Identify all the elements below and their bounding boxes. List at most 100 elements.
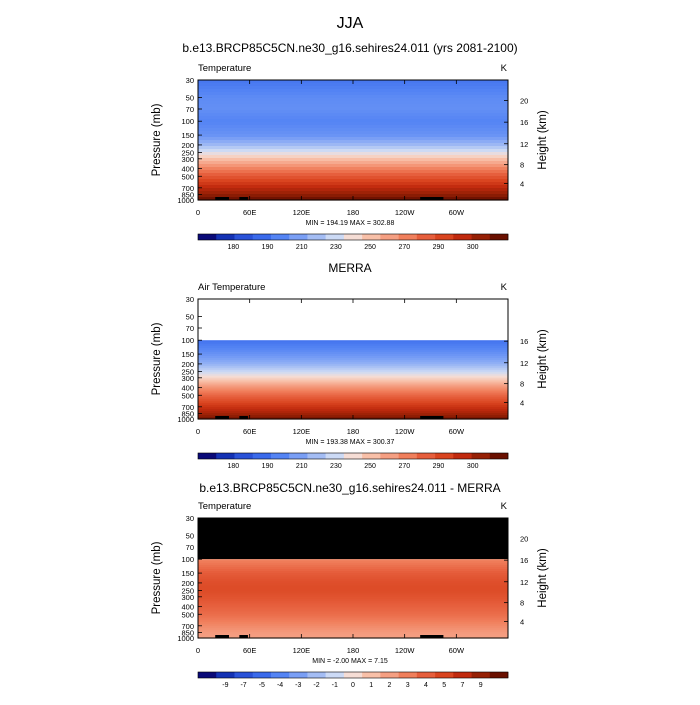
contour-band: [198, 346, 508, 349]
contour-band: [198, 598, 508, 602]
contour-band: [198, 122, 508, 126]
colorbar-swatch: [398, 453, 418, 459]
contour-band: [198, 137, 508, 141]
colorbar-label: 230: [330, 244, 342, 251]
colorbar-label: 1: [369, 682, 373, 689]
y-tick-label: 850: [181, 409, 194, 418]
contour-band: [198, 131, 508, 135]
y-axis-label: Pressure (mb): [151, 103, 163, 176]
y-tick-label: 100: [181, 117, 194, 126]
colorbar-swatch: [252, 453, 272, 459]
contour-band: [198, 344, 508, 347]
contour-band: [198, 110, 508, 114]
colorbar-label: 190: [262, 244, 274, 251]
masked-region: [198, 518, 508, 560]
x-tick-label: 180: [347, 427, 360, 436]
y-tick-label: 400: [181, 165, 194, 174]
x-tick-label: 120W: [395, 208, 416, 217]
colorbar-label: 3: [406, 682, 410, 689]
colorbar-label: 270: [398, 244, 410, 251]
contour-band: [198, 614, 508, 617]
y-tick-label: 50: [186, 531, 194, 540]
terrain-mask: [420, 197, 444, 200]
y2-tick-label: 4: [520, 398, 524, 407]
y-tick-label: 400: [181, 603, 194, 612]
colorbar-swatch: [289, 672, 308, 678]
min-max-label: MIN = 193.38 MAX = 300.37: [306, 439, 395, 446]
colorbar-swatch: [234, 453, 254, 459]
contour-band: [198, 377, 508, 381]
colorbar-swatch: [270, 453, 290, 459]
terrain-mask: [239, 197, 248, 200]
panel-1: b.e13.BRCP85C5CN.ne30_g16.sehires24.011 …: [151, 41, 549, 251]
y2-axis-label: Height (km): [537, 548, 549, 608]
contour-band: [198, 574, 508, 578]
contour-band: [198, 83, 508, 87]
y-tick-label: 250: [181, 587, 194, 596]
contour-band: [198, 399, 508, 402]
y-tick-label: 850: [181, 190, 194, 199]
y2-tick-label: 20: [520, 535, 528, 544]
contour-band: [198, 616, 508, 619]
contour-band: [198, 119, 508, 123]
contour-band: [198, 559, 508, 562]
contour-band: [198, 128, 508, 132]
contour-band: [198, 578, 508, 582]
contour-band: [198, 588, 508, 592]
contour-band: [198, 567, 508, 570]
colorbar-swatch: [289, 234, 308, 240]
terrain-mask: [239, 635, 248, 638]
contour-band: [198, 353, 508, 357]
contour-band: [198, 185, 508, 189]
contour-band: [198, 125, 508, 129]
contour-band: [198, 389, 508, 393]
x-tick-label: 180: [347, 208, 360, 217]
contour-band: [198, 592, 508, 596]
colorbar-label: 210: [296, 244, 308, 251]
contour-band: [198, 582, 508, 586]
contour-band: [198, 381, 508, 385]
contour-band: [198, 155, 508, 159]
colorbar-swatch: [398, 672, 418, 678]
y-tick-label: 200: [181, 579, 194, 588]
colorbar-swatch: [270, 234, 290, 240]
contour-band: [198, 590, 508, 594]
colorbar-label: 180: [227, 463, 239, 470]
contour-band: [198, 411, 508, 414]
colorbar-swatch: [325, 672, 345, 678]
colorbar-swatch: [325, 453, 345, 459]
contour-band: [198, 626, 508, 629]
y-tick-label: 700: [181, 403, 194, 412]
terrain-mask: [215, 635, 229, 638]
contour-band: [198, 403, 508, 406]
y2-tick-label: 16: [520, 118, 528, 127]
colorbar-swatch: [453, 453, 472, 459]
colorbar-swatch: [471, 672, 491, 678]
contour-band: [198, 182, 508, 186]
y-tick-label: 500: [181, 391, 194, 400]
contour-band: [198, 191, 508, 195]
colorbar-label: 290: [433, 244, 445, 251]
contour-band: [198, 630, 508, 633]
colorbar-label: 7: [460, 682, 464, 689]
contour-band: [198, 563, 508, 566]
contour-band: [198, 350, 508, 353]
y2-tick-label: 16: [520, 556, 528, 565]
contour-band: [198, 146, 508, 150]
contour-band: [198, 86, 508, 90]
contour-band: [198, 95, 508, 99]
x-tick-label: 60W: [449, 208, 465, 217]
x-tick-label: 120E: [293, 208, 311, 217]
y-tick-label: 100: [181, 555, 194, 564]
colorbar-swatch: [198, 453, 217, 459]
colorbar-swatch: [435, 453, 454, 459]
contour-band: [198, 143, 508, 147]
contour-band: [198, 140, 508, 144]
colorbar-swatch: [325, 234, 345, 240]
y-tick-label: 700: [181, 184, 194, 193]
y-tick-label: 300: [181, 155, 194, 164]
contour-band: [198, 188, 508, 192]
contour-band: [198, 379, 508, 383]
